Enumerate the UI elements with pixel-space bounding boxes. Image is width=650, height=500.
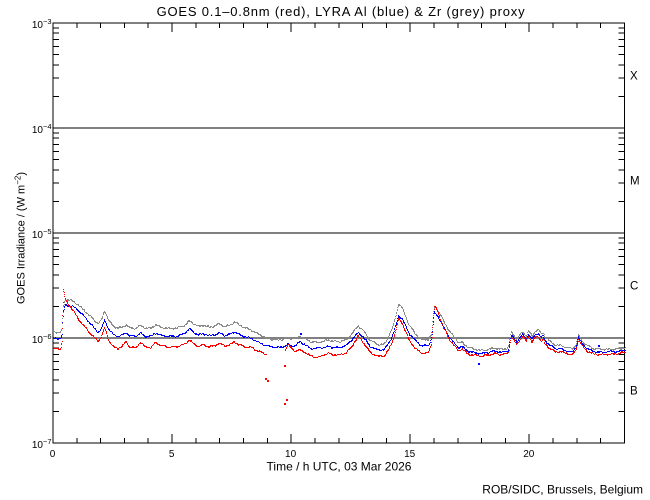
svg-text:GOES Irradiance / (W m−2): GOES Irradiance / (W m−2) bbox=[14, 172, 28, 304]
svg-text:5: 5 bbox=[169, 449, 175, 460]
svg-text:B: B bbox=[630, 386, 638, 398]
svg-text:20: 20 bbox=[523, 449, 535, 460]
svg-text:Time / h UTC, 03 Mar 2026: Time / h UTC, 03 Mar 2026 bbox=[267, 460, 412, 474]
svg-text:0: 0 bbox=[50, 449, 56, 460]
svg-text:M: M bbox=[630, 176, 640, 188]
svg-text:C: C bbox=[630, 281, 638, 293]
svg-text:GOES 0.1–0.8nm (red), LYRA Al: GOES 0.1–0.8nm (red), LYRA Al (blue) & Z… bbox=[157, 4, 526, 19]
svg-text:X: X bbox=[630, 71, 638, 83]
svg-text:10: 10 bbox=[285, 449, 297, 460]
svg-text:ROB/SIDC, Brussels, Belgium: ROB/SIDC, Brussels, Belgium bbox=[482, 483, 643, 497]
svg-text:15: 15 bbox=[404, 449, 416, 460]
